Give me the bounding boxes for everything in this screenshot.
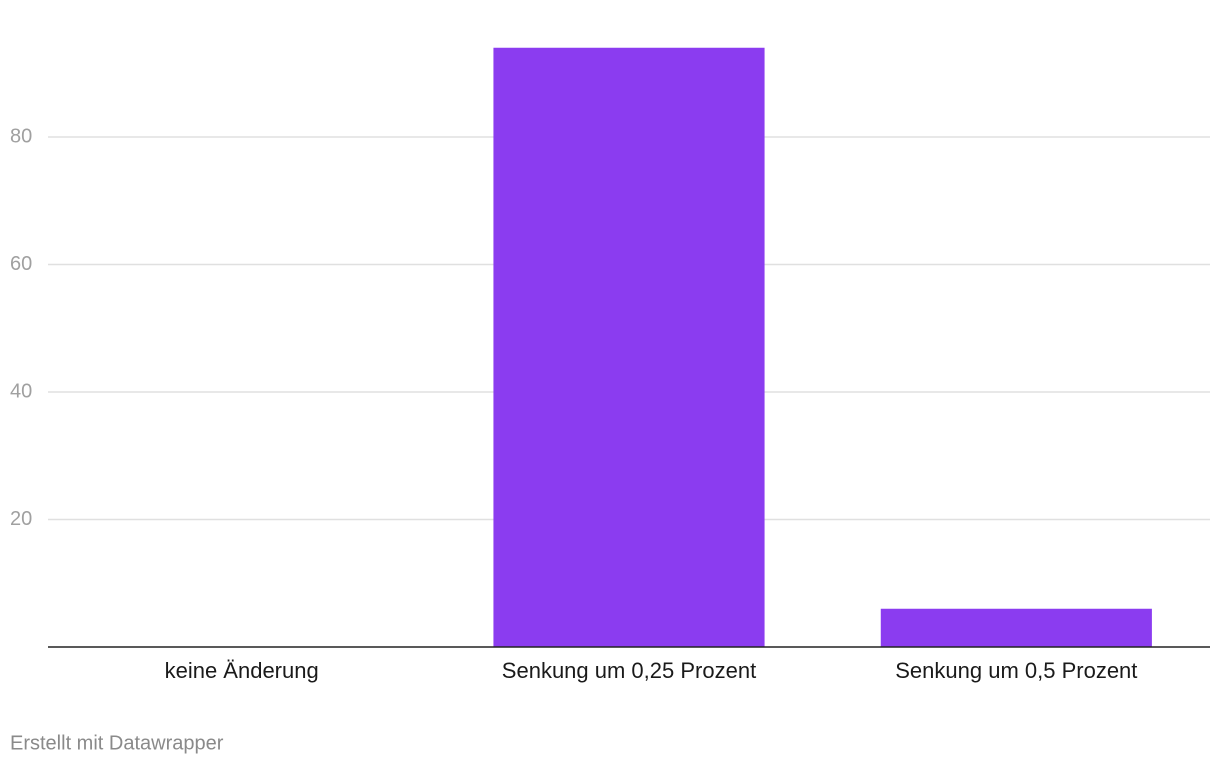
x-tick-label: Senkung um 0,25 Prozent	[502, 658, 756, 683]
y-tick-label: 20	[10, 508, 32, 530]
y-tick-label: 40	[10, 380, 32, 402]
x-tick-label: Senkung um 0,5 Prozent	[895, 658, 1137, 683]
credit: Erstellt mit Datawrapper	[10, 732, 224, 754]
y-tick-label: 80	[10, 125, 32, 147]
y-tick-label: 60	[10, 253, 32, 275]
bar	[493, 47, 765, 647]
bar	[880, 608, 1152, 647]
x-tick-label: keine Änderung	[165, 658, 319, 683]
